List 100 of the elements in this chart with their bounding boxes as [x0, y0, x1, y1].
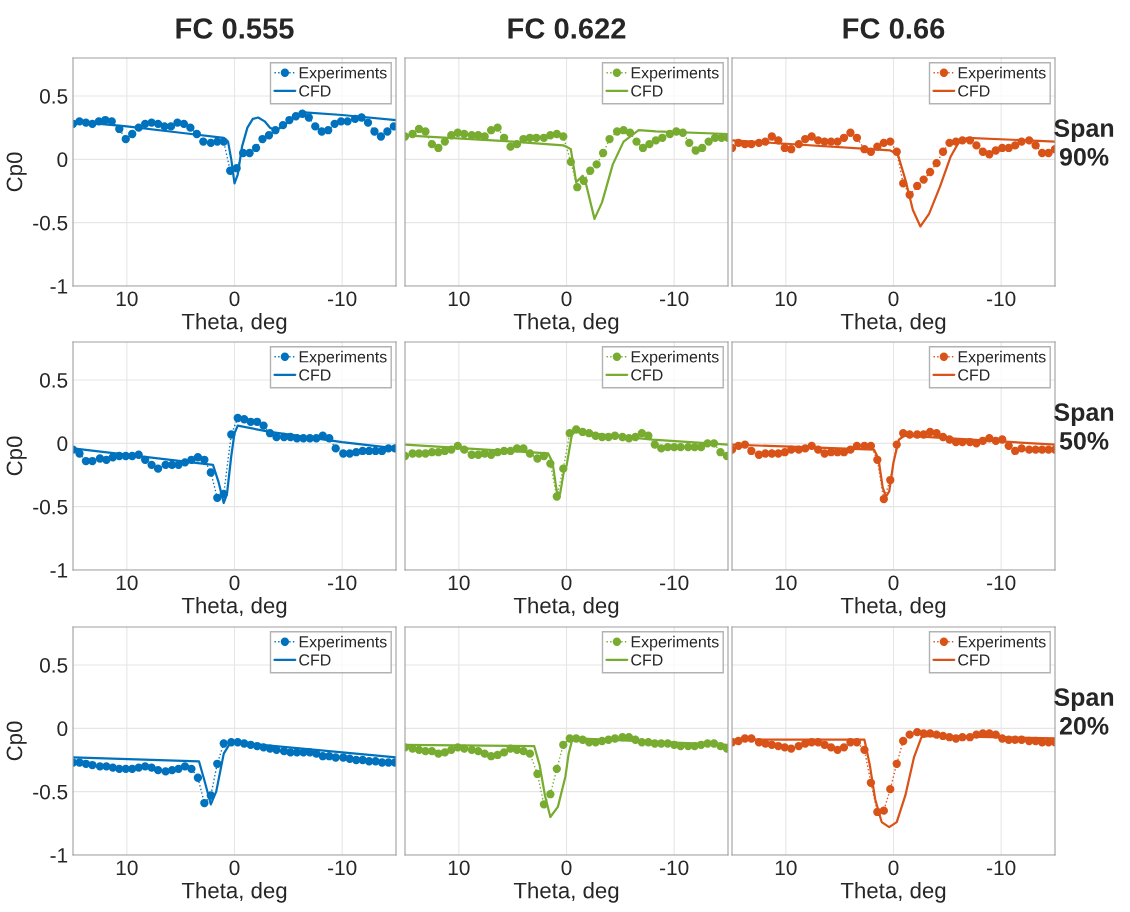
x-tick-label: 0: [561, 291, 572, 307]
x-tick-label: 10: [775, 291, 797, 307]
point: [376, 132, 386, 141]
x-tick-label: 0: [888, 291, 899, 307]
point: [787, 744, 796, 753]
point: [259, 421, 268, 430]
point: [199, 137, 208, 146]
x-tick-label: 0: [561, 575, 572, 591]
legend-label: Experiments: [299, 350, 387, 366]
point: [704, 137, 713, 146]
point: [919, 175, 928, 184]
y-tick-label: -0.5: [33, 215, 68, 231]
x-tick-label: -10: [987, 575, 1016, 591]
x-tick-label: 0: [229, 291, 240, 307]
x-tick-label: -10: [660, 291, 689, 307]
point: [839, 133, 849, 142]
point: [546, 790, 555, 799]
legend-label: CFD: [958, 85, 990, 97]
point: [240, 415, 249, 424]
point: [447, 745, 456, 755]
point: [638, 143, 648, 153]
point: [383, 127, 392, 136]
legend-label: CFD: [631, 369, 663, 381]
point: [147, 460, 156, 470]
point: [826, 743, 836, 752]
point: [486, 450, 496, 459]
x-tick-label: -10: [328, 860, 357, 876]
point: [925, 167, 935, 177]
point: [128, 129, 137, 139]
point: [879, 806, 888, 815]
annotation: Span 20%: [1054, 688, 1114, 735]
x-tick-label: 0: [229, 575, 240, 591]
x-tick-label: 10: [116, 575, 138, 591]
x-tick-label: -10: [328, 575, 357, 591]
x-axis-title: Theta, deg: [181, 313, 287, 334]
point: [88, 456, 97, 466]
y-tick-label: 0: [57, 721, 68, 737]
point: [311, 122, 320, 131]
point: [650, 440, 659, 449]
point: [592, 160, 601, 169]
x-tick-label: 10: [448, 575, 470, 591]
y-tick-label: 0.5: [39, 373, 68, 388]
legend-label: CFD: [631, 85, 663, 97]
point: [905, 730, 914, 739]
point: [716, 448, 725, 457]
point: [573, 183, 582, 192]
point: [525, 749, 535, 758]
point: [486, 126, 496, 135]
point: [1017, 444, 1026, 453]
point: [846, 128, 855, 137]
point: [697, 143, 707, 153]
x-tick-label: 0: [229, 860, 240, 876]
point: [174, 764, 183, 774]
point: [632, 137, 641, 146]
point: [892, 759, 901, 768]
point: [685, 138, 694, 148]
point: [213, 759, 222, 768]
legend-label: Experiments: [958, 635, 1046, 651]
point: [219, 739, 228, 748]
point: [128, 764, 137, 774]
point: [1011, 141, 1020, 150]
point: [121, 134, 130, 144]
point: [186, 123, 195, 132]
point: [899, 736, 908, 746]
legend-label: Experiments: [299, 66, 387, 82]
x-axis-title: Theta, deg: [513, 313, 619, 334]
point: [598, 148, 608, 158]
point: [363, 118, 373, 127]
y-tick-label: -1: [50, 279, 68, 294]
x-tick-label: 10: [775, 860, 797, 876]
x-axis-title: Theta, deg: [181, 882, 287, 903]
point: [972, 141, 981, 150]
x-axis-title: Theta, deg: [840, 597, 946, 618]
point: [747, 446, 756, 456]
x-axis-title: Theta, deg: [513, 597, 619, 618]
point: [833, 745, 842, 755]
point: [200, 798, 209, 808]
x-tick-label: 0: [888, 860, 899, 876]
point: [886, 137, 895, 146]
point: [586, 166, 595, 175]
point: [343, 117, 352, 126]
point: [427, 139, 437, 149]
point: [932, 429, 941, 438]
point: [213, 493, 222, 502]
x-axis-title: Theta, deg: [840, 313, 946, 334]
x-tick-label: -10: [660, 575, 689, 591]
x-axis-title: Theta, deg: [181, 597, 287, 618]
point: [493, 750, 502, 760]
point: [559, 132, 568, 141]
y-tick-label: 0: [57, 152, 68, 168]
point: [324, 126, 333, 135]
point: [493, 123, 502, 132]
point: [658, 133, 667, 142]
point: [460, 129, 469, 139]
point: [913, 181, 922, 191]
point: [1031, 141, 1040, 150]
point: [612, 127, 622, 136]
point: [1004, 143, 1013, 153]
legend-label: CFD: [958, 369, 990, 381]
point: [370, 127, 379, 136]
